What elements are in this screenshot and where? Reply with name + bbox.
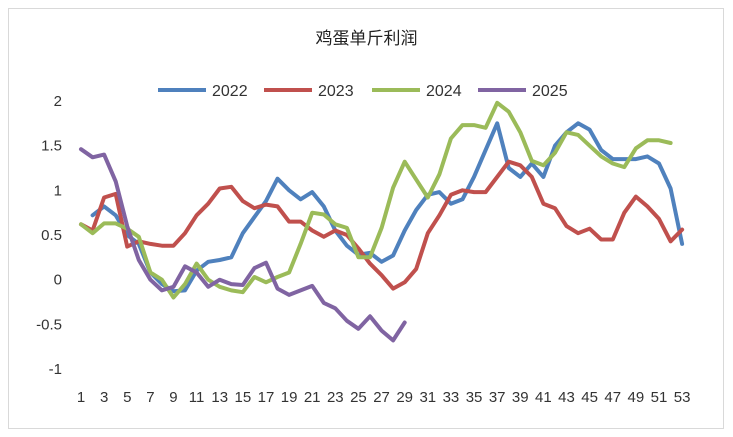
x-tick-label: 49 xyxy=(628,389,645,406)
y-tick-label: 0.5 xyxy=(41,227,62,244)
series-line-2022 xyxy=(90,121,685,294)
series-lines xyxy=(79,100,685,343)
x-tick-label: 43 xyxy=(558,389,575,406)
x-tick-label: 19 xyxy=(281,389,298,406)
legend-label-2024: 2024 xyxy=(426,83,462,100)
y-tick-label: -1 xyxy=(49,361,62,378)
x-tick-label: 47 xyxy=(604,389,621,406)
y-axis-ticks: -1 -0.5 0 0.5 1 1.5 2 xyxy=(36,93,62,378)
x-tick-label: 53 xyxy=(674,389,691,406)
x-tick-label: 9 xyxy=(169,389,177,406)
legend-label-2025: 2025 xyxy=(532,83,568,100)
chart-frame xyxy=(8,8,724,429)
x-tick-label: 7 xyxy=(146,389,154,406)
x-tick-label: 45 xyxy=(581,389,598,406)
y-tick-label: 1 xyxy=(54,182,62,199)
x-tick-label: 15 xyxy=(234,389,251,406)
x-tick-label: 39 xyxy=(512,389,529,406)
x-tick-label: 21 xyxy=(304,389,321,406)
series-line-2023 xyxy=(79,159,685,291)
x-tick-label: 51 xyxy=(651,389,668,406)
legend-label-2023: 2023 xyxy=(318,83,354,100)
x-tick-label: 35 xyxy=(466,389,483,406)
x-tick-label: 23 xyxy=(327,389,344,406)
legend-label-2022: 2022 xyxy=(212,83,248,100)
x-tick-label: 37 xyxy=(489,389,506,406)
legend: 2022 2023 2024 2025 xyxy=(158,83,568,100)
series-line-2025 xyxy=(79,147,407,343)
y-tick-label: -0.5 xyxy=(36,316,62,333)
x-axis-ticks: 1 3 5 7 9 11 13 15 17 19 21 23 25 27 29 31 33 35 37 39 41 43 4… xyxy=(77,389,691,406)
y-tick-label: 0 xyxy=(54,272,62,289)
x-tick-label: 25 xyxy=(350,389,367,406)
x-tick-label: 3 xyxy=(100,389,108,406)
x-tick-label: 33 xyxy=(443,389,460,406)
chart-title: 鸡蛋单斤利润 xyxy=(315,29,418,49)
x-tick-label: 41 xyxy=(535,389,552,406)
x-tick-label: 1 xyxy=(77,389,85,406)
series-line-2024 xyxy=(79,100,673,300)
x-tick-label: 29 xyxy=(396,389,413,406)
x-tick-label: 27 xyxy=(373,389,390,406)
x-tick-label: 17 xyxy=(258,389,275,406)
x-tick-label: 13 xyxy=(211,389,228,406)
y-tick-label: 2 xyxy=(54,93,62,110)
x-tick-label: 11 xyxy=(189,389,205,406)
y-tick-label: 1.5 xyxy=(41,138,62,155)
x-tick-label: 5 xyxy=(123,389,131,406)
x-tick-label: 31 xyxy=(419,389,436,406)
